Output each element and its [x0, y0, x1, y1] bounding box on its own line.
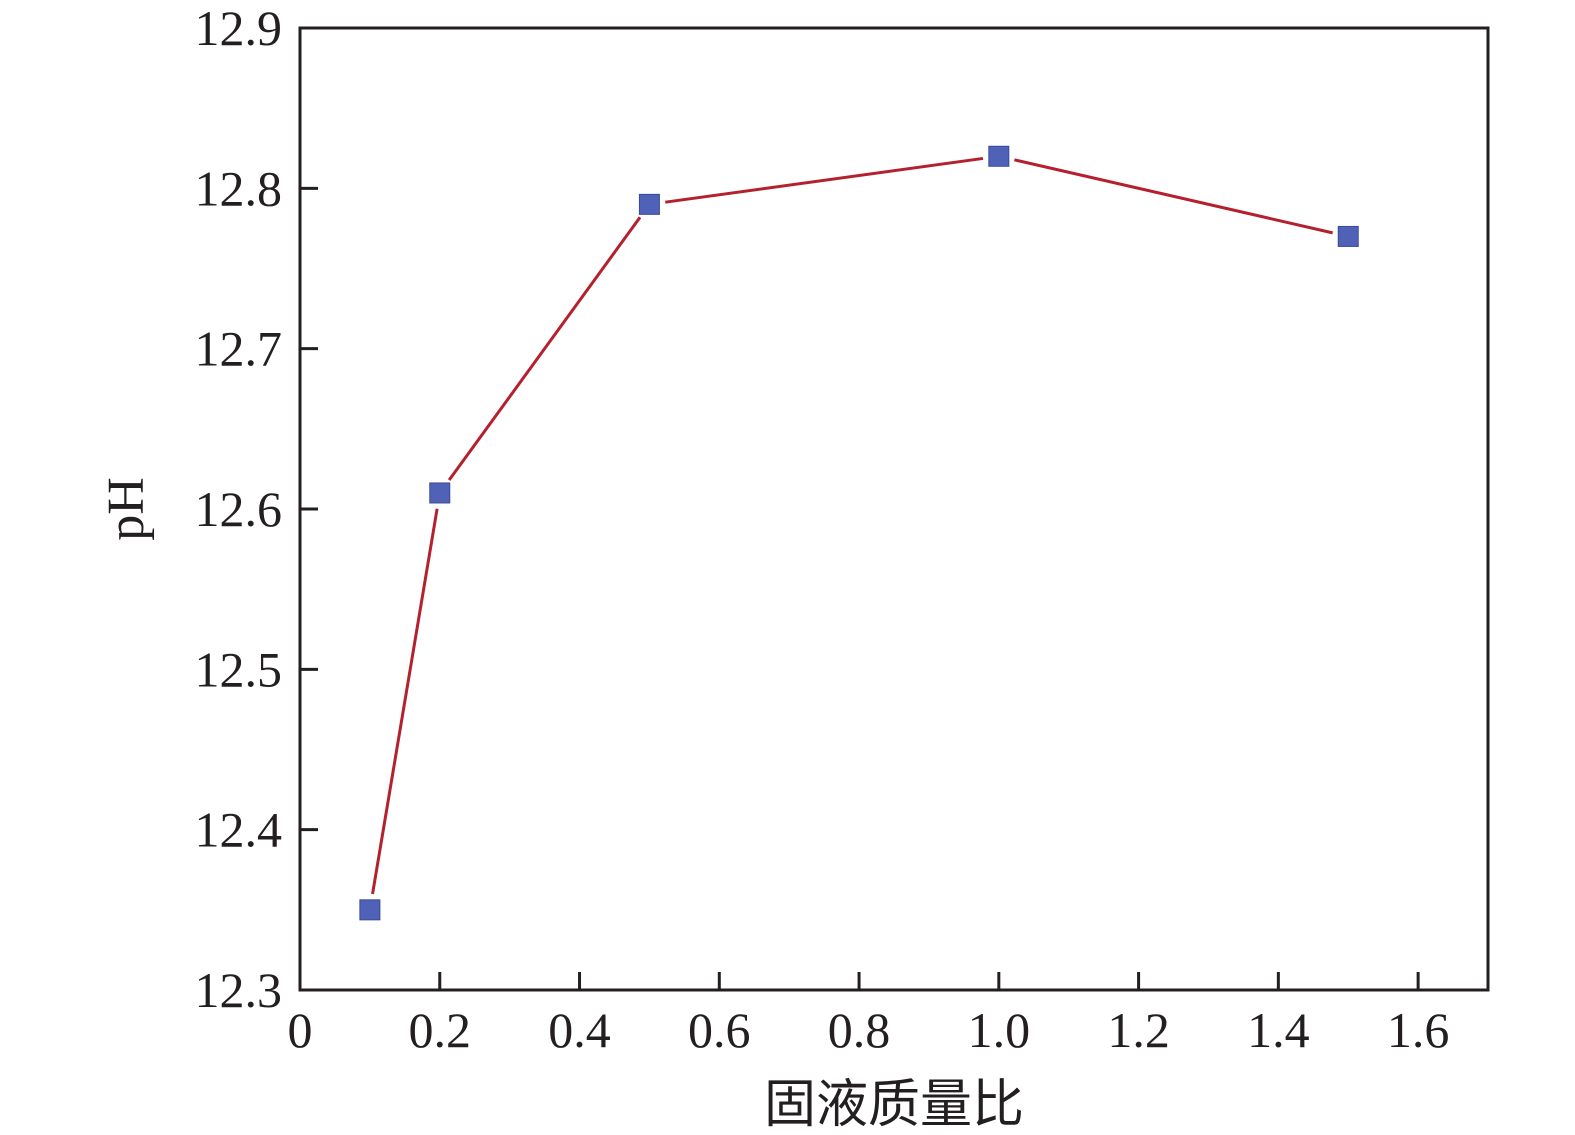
data-point: [638, 193, 660, 215]
data-point: [1337, 225, 1359, 247]
data-point: [988, 145, 1010, 167]
series-line-segment: [665, 156, 984, 204]
x-tick-label: 0.6: [688, 1002, 751, 1058]
y-tick-label: 12.6: [195, 481, 283, 537]
x-tick-label: 0.2: [409, 1002, 472, 1058]
y-tick-label: 12.4: [195, 802, 283, 858]
x-axis-title: 固液质量比: [764, 1077, 1024, 1134]
x-tick-label: 1.4: [1247, 1002, 1310, 1058]
y-axis-title: pH: [98, 477, 155, 541]
y-axis-ticks: 12.3 12.4 12.5 12.6 12.7 12.8 12.9: [195, 0, 318, 1018]
x-tick-label: 0.4: [548, 1002, 611, 1058]
y-tick-label: 12.9: [195, 0, 283, 56]
series-line-segment: [1014, 158, 1333, 235]
data-point: [429, 482, 451, 504]
y-tick-label: 12.7: [195, 321, 283, 377]
y-tick-label: 12.5: [195, 641, 283, 697]
data-point: [359, 899, 381, 921]
x-axis-ticks: 0 0.2 0.4 0.6 0.8 1.0 1.2 1.4 1.6: [288, 972, 1450, 1058]
y-tick-label: 12.3: [195, 962, 283, 1018]
y-tick-label: 12.8: [195, 160, 283, 216]
x-tick-label: 0: [288, 1002, 313, 1058]
x-tick-label: 1.2: [1107, 1002, 1170, 1058]
x-tick-label: 1.6: [1387, 1002, 1450, 1058]
series-line-segment: [371, 508, 439, 895]
x-tick-label: 1.0: [968, 1002, 1031, 1058]
series-layer: [359, 145, 1359, 921]
x-tick-label: 0.8: [828, 1002, 891, 1058]
series-line-segment: [447, 216, 642, 481]
plot-frame: [298, 26, 1490, 992]
